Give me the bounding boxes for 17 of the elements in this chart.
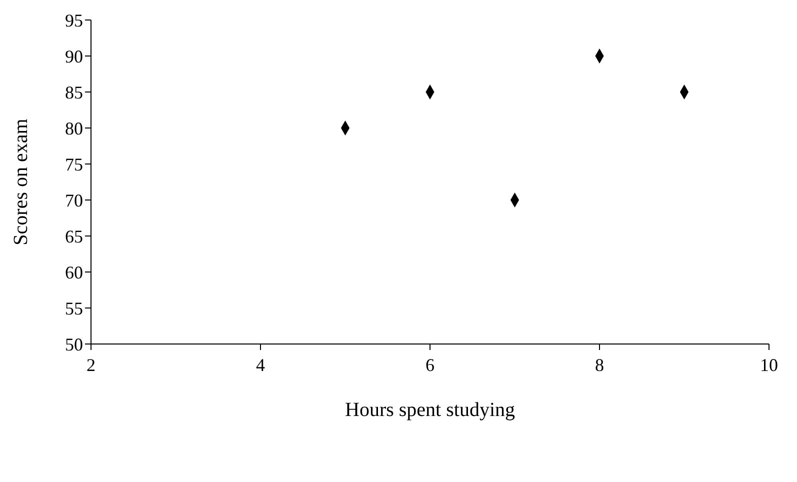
x-tick-label: 10	[760, 354, 778, 375]
y-tick-label: 90	[65, 46, 83, 66]
y-tick-label: 75	[65, 154, 83, 174]
x-tick-label: 8	[595, 354, 604, 375]
y-tick-label: 60	[65, 262, 83, 282]
y-tick-label: 70	[65, 190, 83, 210]
y-tick-label: 50	[65, 334, 83, 354]
x-tick-label: 6	[426, 354, 434, 375]
y-tick-label: 85	[65, 82, 83, 102]
y-tick-label: 80	[65, 118, 83, 138]
x-axis-title: Hours spent studying	[345, 399, 515, 421]
y-axis-title: Scores on exam	[10, 118, 32, 246]
y-tick-label: 65	[65, 226, 83, 246]
y-tick-label: 95	[65, 10, 83, 30]
x-tick-label: 4	[256, 354, 265, 375]
y-tick-label: 55	[65, 298, 83, 318]
x-tick-label: 2	[86, 354, 96, 375]
